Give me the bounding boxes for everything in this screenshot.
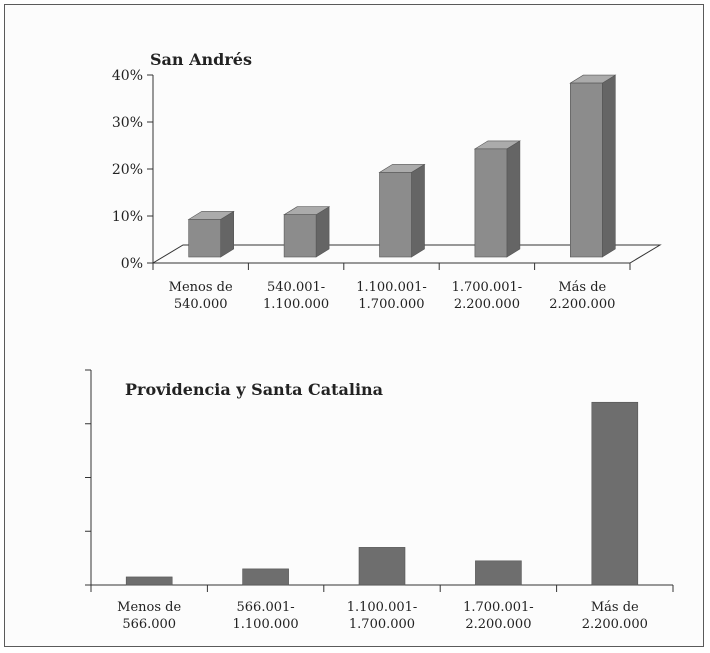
bar-front	[569, 82, 603, 258]
floor-plane	[151, 244, 662, 264]
category-label: Menos de 540.000	[169, 280, 233, 312]
y-tick-label: 0%	[121, 256, 143, 272]
figure-frame: San Andrés 0% 10% 20% 30% 40% Menos de 540.000…	[4, 4, 704, 647]
category-label: 1.100.001-1.700.000	[347, 600, 418, 632]
bar-4	[591, 401, 639, 586]
bar-0	[125, 576, 173, 586]
bar-2	[358, 547, 406, 586]
y-tick-label: 40%	[112, 68, 143, 84]
category-label: 1.700.001-2.200.000	[463, 600, 534, 632]
chart-san-andres: San Andrés 0% 10% 20% 30% 40% Menos de 540.000…	[112, 50, 662, 312]
bar-front	[474, 148, 508, 258]
bar-2	[378, 163, 426, 258]
bar-1	[283, 206, 331, 258]
bar-side	[315, 206, 330, 258]
bar-front	[379, 172, 412, 258]
bar-0	[187, 210, 235, 258]
y-tick-label: 20%	[112, 162, 143, 178]
bar-4	[569, 74, 617, 258]
bar-3	[473, 140, 521, 258]
charts-svg: San Andrés 0% 10% 20% 30% 40% Menos de 540.000…	[85, 50, 674, 632]
category-label: Más de 2.200.000	[549, 280, 615, 312]
chart-title-san-andres: San Andrés	[150, 50, 252, 69]
bar-front	[283, 214, 317, 258]
category-label: 1.700.001-2.200.000	[452, 280, 523, 312]
bar-1	[242, 568, 289, 586]
bar-3	[475, 560, 522, 586]
category-label: Menos de 566.000	[117, 600, 181, 632]
category-label: 540.001-1.100.000	[263, 280, 329, 312]
category-label: 1.100.001-1.700.000	[356, 280, 427, 312]
bar-side	[601, 74, 616, 258]
category-label: 566.001-1.100.000	[233, 600, 299, 632]
bar-side	[411, 163, 425, 258]
chart-title-providencia: Providencia y Santa Catalina	[125, 380, 383, 399]
bar-front	[188, 219, 221, 258]
y-tick-label: 30%	[112, 115, 143, 131]
category-label: Más de 2.200.000	[582, 600, 648, 632]
y-tick-label: 10%	[112, 209, 143, 225]
bar-side	[506, 140, 521, 258]
chart-providencia: Providencia y Santa Catalina Menos de 566…	[85, 369, 674, 632]
